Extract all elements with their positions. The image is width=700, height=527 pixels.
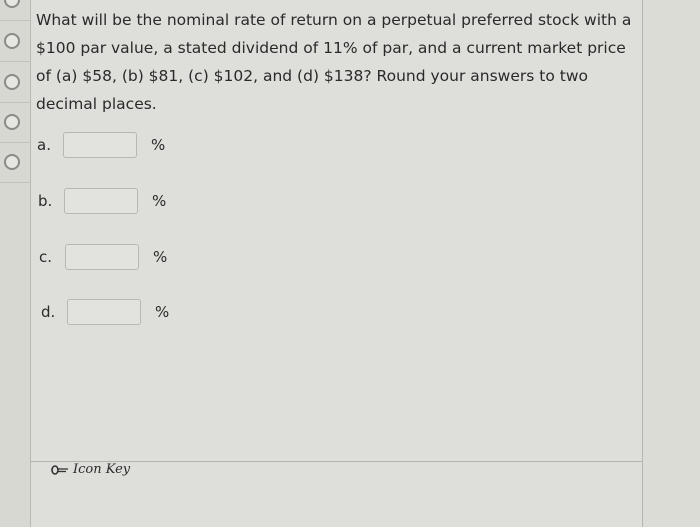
answer-row-c: c. % — [39, 242, 167, 272]
question-text: What will be the nominal rate of return … — [36, 11, 632, 113]
icon-key-label: Icon Key — [73, 462, 131, 477]
answer-label: a. — [37, 136, 51, 154]
answer-row-b: b. % — [38, 186, 166, 216]
answer-row-a: a. % — [37, 130, 165, 160]
answer-input-d[interactable] — [67, 299, 141, 325]
answer-input-a[interactable] — [63, 132, 137, 158]
answer-label: d. — [41, 303, 56, 321]
question-navigation-sidebar — [0, 0, 31, 527]
divider — [31, 461, 642, 462]
answer-label: b. — [38, 192, 53, 210]
unit-label: % — [155, 303, 170, 321]
nav-item-4[interactable] — [0, 102, 30, 143]
key-icon — [51, 464, 68, 475]
radio-circle-icon — [4, 74, 20, 90]
nav-item-2[interactable] — [0, 21, 30, 62]
radio-circle-icon — [4, 154, 20, 170]
icon-key-link[interactable]: Icon Key — [51, 462, 130, 477]
answer-input-c[interactable] — [65, 244, 139, 270]
answer-label: c. — [39, 248, 53, 266]
unit-label: % — [152, 192, 167, 210]
answer-row-d: d. % — [41, 297, 169, 327]
radio-circle-icon — [4, 33, 20, 49]
unit-label: % — [153, 248, 168, 266]
nav-item-1[interactable] — [0, 0, 30, 21]
question-panel: What will be the nominal rate of return … — [31, 0, 643, 527]
nav-item-5[interactable] — [0, 142, 30, 183]
radio-circle-icon — [4, 0, 20, 8]
unit-label: % — [151, 136, 166, 154]
radio-circle-icon — [4, 114, 20, 130]
answer-input-b[interactable] — [64, 188, 138, 214]
nav-item-3[interactable] — [0, 62, 30, 103]
